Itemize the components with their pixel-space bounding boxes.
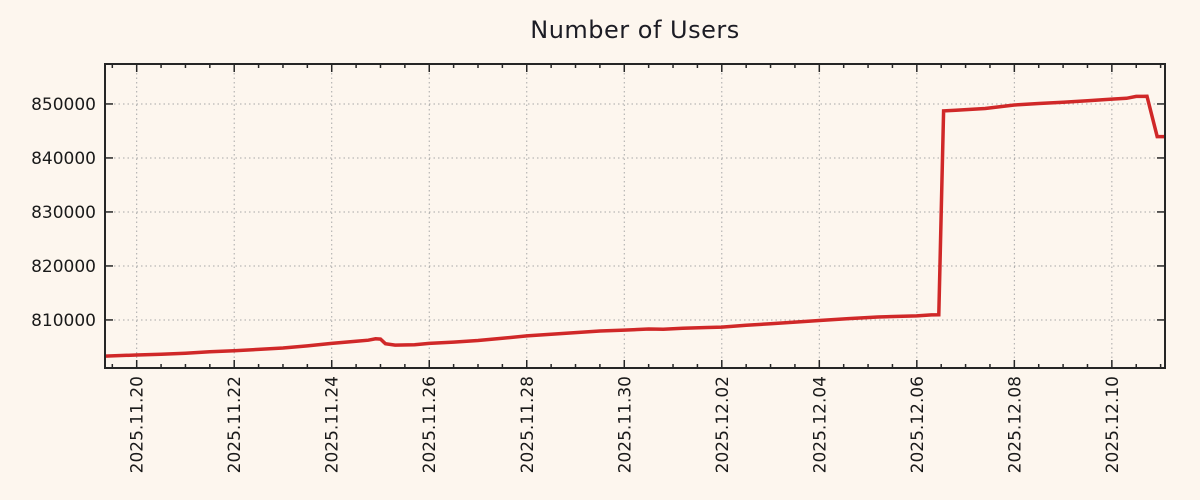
y-tick-label: 820000 (31, 257, 96, 277)
y-tick-label: 840000 (31, 149, 96, 169)
x-tick-label: 2025.12.02 (713, 376, 733, 473)
x-tick-label: 2025.11.24 (323, 376, 343, 473)
y-tick-label: 850000 (31, 95, 96, 115)
grid-layer (105, 64, 1165, 368)
x-tick-label: 2025.12.06 (908, 376, 928, 473)
x-tick-label: 2025.12.08 (1005, 376, 1025, 473)
series-layer (104, 94, 1165, 358)
plot-border (104, 63, 1166, 369)
series-line-users (104, 94, 1165, 358)
ticks-layer (105, 64, 1165, 368)
x-tick-label: 2025.11.26 (420, 376, 440, 473)
y-tick-label: 830000 (31, 203, 96, 223)
x-tick-label: 2025.12.10 (1103, 376, 1123, 473)
chart-title: Number of Users (530, 16, 740, 44)
x-tick-label: 2025.11.22 (225, 376, 245, 473)
x-tick-label: 2025.11.28 (518, 376, 538, 473)
x-tick-label: 2025.11.30 (615, 376, 635, 473)
x-tick-label: 2025.11.20 (128, 376, 148, 473)
axis-labels: 2025.11.20 2025.11.22 2025.11.24 2025.11.26… (31, 95, 1123, 473)
x-tick-label: 2025.12.04 (810, 376, 830, 473)
y-tick-label: 810000 (31, 311, 96, 331)
